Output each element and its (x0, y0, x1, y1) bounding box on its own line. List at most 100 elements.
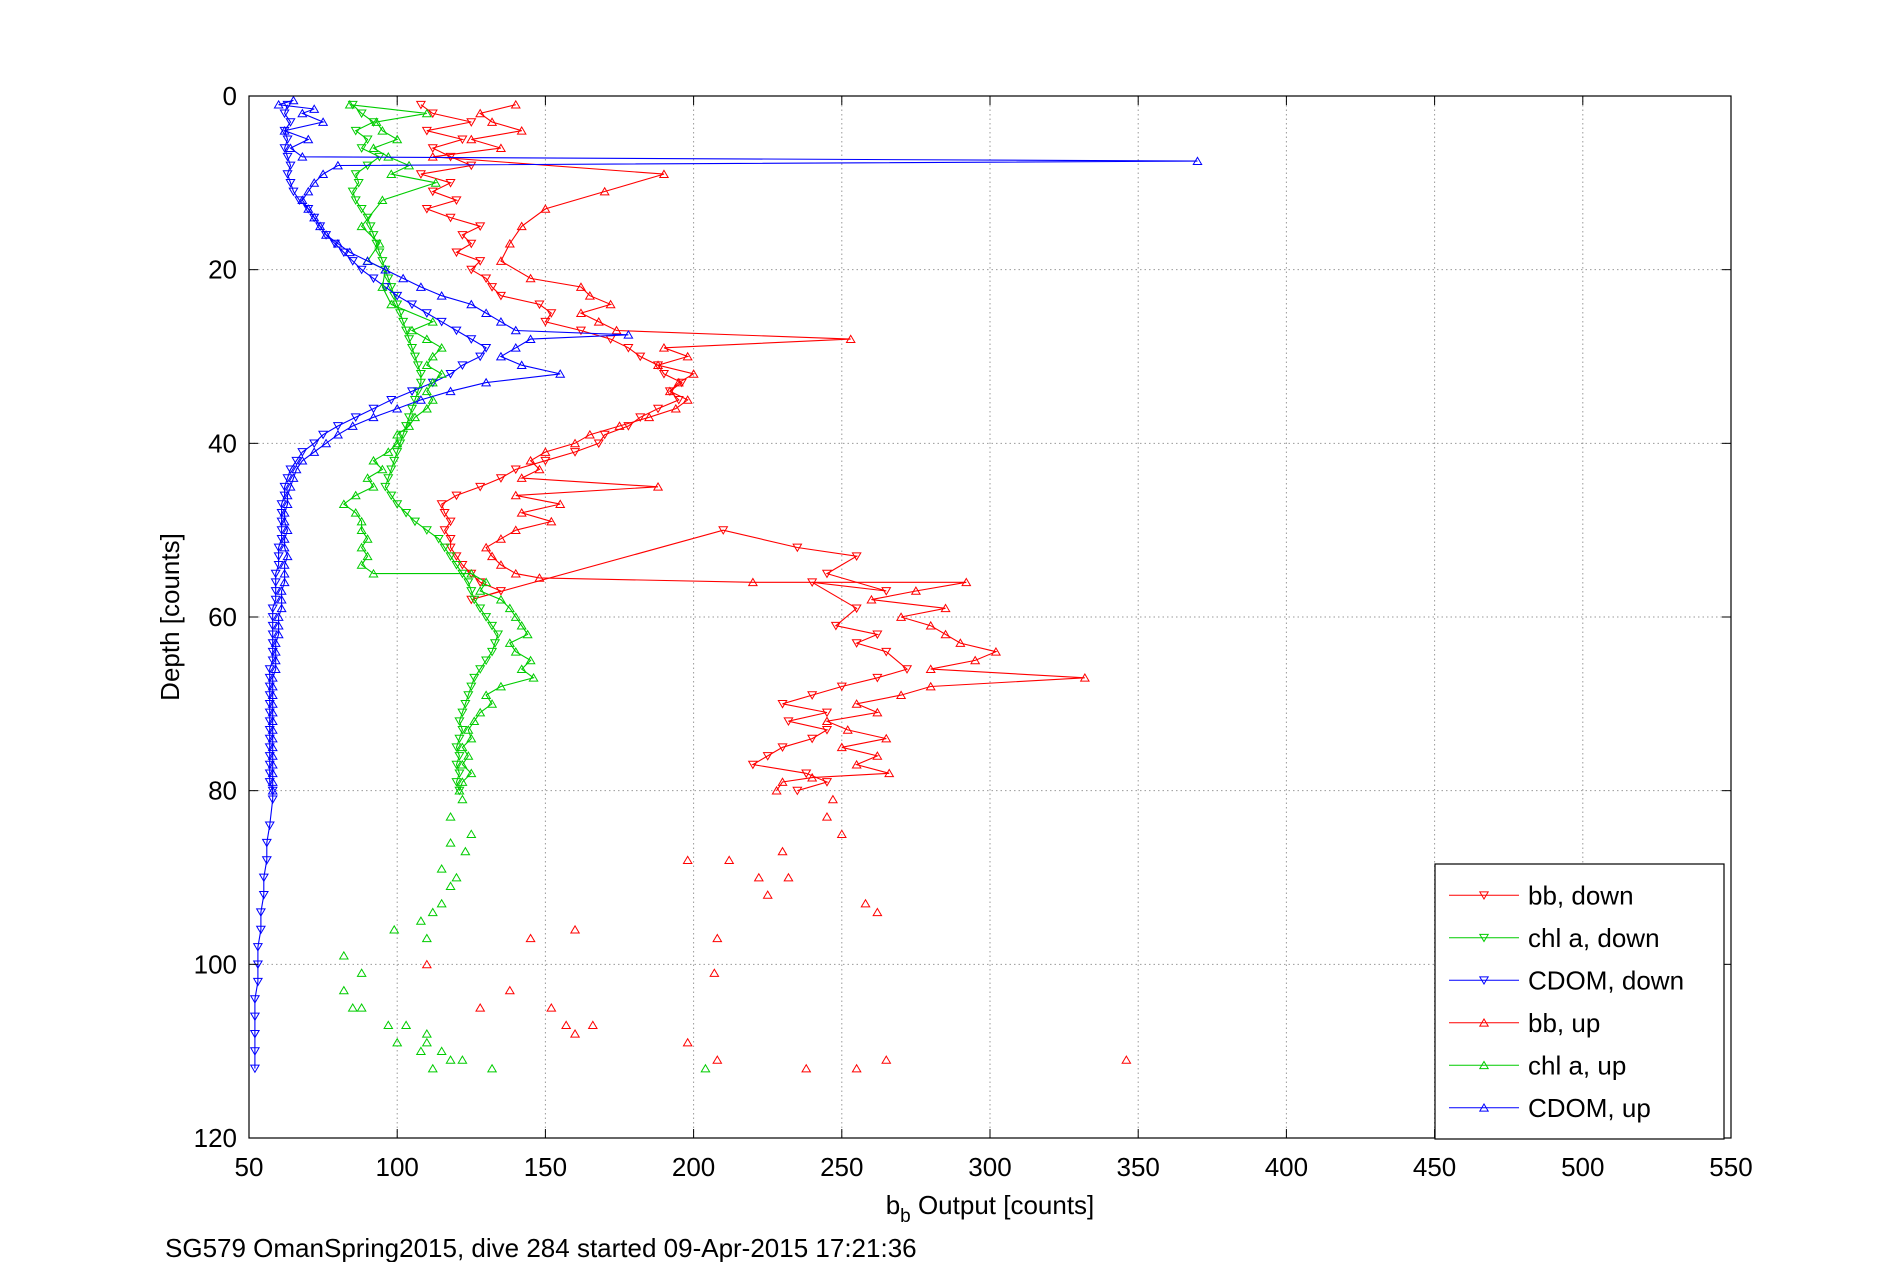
data-point (901, 665, 913, 674)
data-point (682, 351, 693, 361)
data-point (457, 1055, 468, 1064)
data-point (534, 300, 545, 310)
data-point (270, 587, 281, 596)
data-point (762, 890, 773, 899)
data-point (427, 907, 438, 917)
data-point (436, 317, 447, 327)
data-point (297, 448, 308, 457)
data-point (403, 421, 415, 430)
data-point (821, 778, 833, 787)
data-point (510, 568, 521, 578)
data-point (267, 725, 278, 734)
data-point (593, 439, 604, 449)
data-point (297, 195, 308, 205)
data-point (884, 768, 895, 778)
series-bb-up (427, 99, 1090, 795)
data-point (436, 500, 447, 509)
data-point (362, 135, 373, 145)
data-point (546, 516, 557, 526)
data-point (276, 586, 287, 595)
data-point (347, 421, 358, 430)
data-point (264, 743, 275, 753)
legend-label: chl a, down (1528, 923, 1660, 953)
data-point (249, 1012, 261, 1022)
data-point (457, 742, 468, 752)
data-point (276, 534, 287, 544)
data-point (475, 665, 486, 674)
data-point (377, 195, 388, 205)
data-point (273, 552, 284, 561)
legend-label: chl a, up (1528, 1050, 1626, 1080)
data-point (827, 794, 838, 804)
data-point (415, 916, 426, 925)
data-point (338, 950, 349, 960)
data-point (569, 1029, 581, 1038)
data-point (368, 568, 379, 578)
data-point (409, 412, 421, 422)
data-point (516, 473, 527, 482)
data-point (255, 925, 266, 935)
y-tick-label: 40 (208, 428, 237, 458)
data-point (249, 1047, 261, 1056)
data-point (881, 587, 892, 596)
legend-marker (1478, 891, 1490, 901)
data-point (851, 552, 862, 561)
data-point (451, 561, 462, 570)
data-point (475, 257, 486, 266)
data-point (881, 647, 892, 657)
data-point (368, 143, 379, 152)
data-point (481, 613, 492, 622)
x-tick-label: 250 (820, 1152, 863, 1182)
data-point (457, 561, 468, 570)
data-point (475, 222, 486, 232)
series-layer (249, 95, 1203, 1074)
data-point (445, 517, 456, 527)
data-point (276, 594, 287, 604)
data-point (401, 326, 412, 336)
data-point (267, 621, 278, 631)
data-point (279, 109, 290, 119)
data-point (510, 343, 521, 352)
data-point (267, 742, 278, 752)
data-point (454, 717, 465, 726)
series-cdom-up (267, 95, 1203, 795)
legend-marker (1478, 1060, 1490, 1070)
data-point (415, 282, 426, 291)
data-point (386, 396, 397, 405)
x-axis-label: bb Output [counts] (886, 1190, 1095, 1227)
legend-label: CDOM, down (1528, 965, 1684, 995)
data-point (392, 291, 403, 301)
data-point (401, 1020, 412, 1029)
data-point (332, 422, 343, 431)
data-point (783, 872, 794, 882)
data-point (807, 691, 818, 700)
data-point (466, 587, 477, 596)
data-point (356, 221, 367, 231)
data-point (383, 152, 394, 161)
legend-item: chl a, up (1449, 1050, 1626, 1080)
series-line (342, 104, 535, 791)
data-point (830, 621, 841, 631)
data-point (445, 386, 456, 396)
data-point (807, 772, 818, 782)
data-point (540, 447, 551, 456)
data-point (415, 1046, 426, 1056)
data-point (421, 386, 432, 396)
data-point (466, 335, 477, 344)
data-point (688, 369, 699, 378)
data-point (406, 387, 418, 396)
data-point (718, 526, 729, 535)
data-point (276, 603, 287, 613)
data-point (356, 1002, 367, 1012)
data-point (270, 569, 281, 579)
data-point (386, 465, 397, 475)
data-point (821, 811, 833, 821)
x-tick-label: 300 (968, 1152, 1011, 1182)
data-point (282, 490, 293, 500)
data-point (970, 655, 981, 665)
data-point (264, 769, 275, 779)
data-point (350, 508, 361, 517)
data-point (783, 717, 794, 726)
data-point (528, 673, 539, 682)
data-point (495, 291, 507, 301)
